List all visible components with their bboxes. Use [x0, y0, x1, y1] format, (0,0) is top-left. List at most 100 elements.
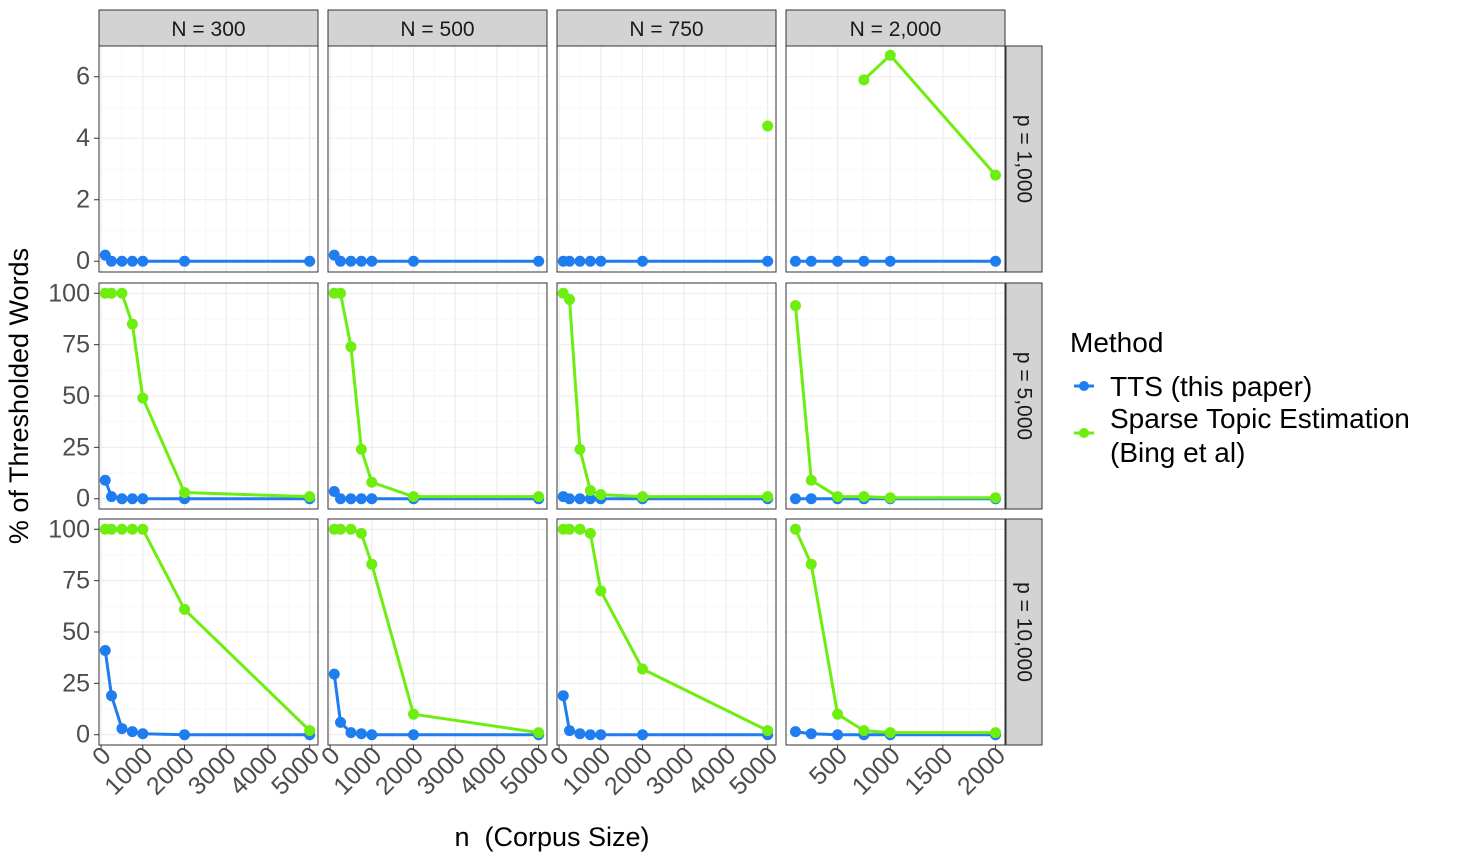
- tts-data-point: [99, 644, 111, 656]
- legend-key-point-tts: [1079, 381, 1089, 391]
- row-strip: [1005, 518, 1043, 746]
- ste-data-point: [574, 523, 586, 535]
- ste-data-point: [126, 318, 138, 330]
- ste-data-point: [335, 287, 347, 299]
- panel-border: [556, 518, 777, 746]
- y-tick-label: 25: [62, 669, 90, 697]
- tts-data-point: [116, 723, 128, 735]
- panel-border: [327, 282, 548, 510]
- tts-data-point: [126, 493, 138, 505]
- tts-data-point: [637, 255, 649, 267]
- tts-data-point: [106, 491, 118, 503]
- tts-data-point: [408, 255, 420, 267]
- legend-label-ste-line1: Sparse Topic Estimation: [1110, 403, 1410, 434]
- tts-data-point: [832, 255, 844, 267]
- ste-data-point: [805, 558, 817, 570]
- tts-data-point: [564, 493, 576, 505]
- panel-border: [785, 45, 1006, 273]
- panel-border: [785, 518, 1006, 746]
- y-tick-label: 100: [48, 279, 90, 307]
- tts-data-point: [574, 728, 586, 740]
- legend-key-point-ste: [1079, 428, 1089, 438]
- x-tick-label: 500: [804, 741, 853, 790]
- tts-data-point: [805, 255, 817, 267]
- tts-data-point: [789, 255, 801, 267]
- ste-data-point: [595, 585, 607, 597]
- ste-data-point: [355, 527, 367, 539]
- column-strip-label: N = 750: [629, 18, 703, 41]
- ste-data-point: [179, 603, 191, 615]
- tts-data-point: [584, 255, 596, 267]
- ste-data-point: [574, 443, 586, 455]
- tts-data-point: [99, 474, 111, 486]
- ste-data-point: [584, 485, 596, 497]
- ste-data-point: [595, 489, 607, 501]
- ste-data-point: [355, 443, 367, 455]
- ste-data-point: [762, 120, 774, 132]
- ste-data-point: [335, 523, 347, 535]
- tts-data-point: [408, 729, 420, 741]
- ste-series-line: [794, 528, 996, 735]
- ste-data-point: [564, 523, 576, 535]
- tts-data-point: [328, 486, 340, 498]
- tts-data-point: [335, 493, 347, 505]
- tts-data-point: [858, 255, 870, 267]
- tts-data-point: [366, 493, 378, 505]
- row-strip-label: p = 10,000: [1013, 582, 1036, 682]
- tts-data-point: [345, 493, 357, 505]
- column-strip-label: N = 500: [400, 18, 474, 41]
- tts-data-point: [789, 493, 801, 505]
- tts-data-point: [574, 255, 586, 267]
- ste-data-point: [533, 727, 545, 739]
- ste-data-point: [762, 725, 774, 737]
- tts-data-point: [137, 728, 149, 740]
- x-tick-label: 2000: [952, 741, 1011, 800]
- row-strip-label: p = 5,000: [1013, 352, 1036, 440]
- y-tick-label: 0: [76, 247, 90, 275]
- column-strip: [98, 9, 319, 47]
- ste-data-point: [106, 287, 118, 299]
- panel-background: [99, 46, 318, 272]
- labels-layer: n (Corpus Size) % of Thresholded Words N…: [4, 18, 1036, 852]
- tts-data-point: [557, 690, 569, 702]
- ste-data-point: [106, 523, 118, 535]
- tts-data-point: [762, 255, 774, 267]
- ste-data-point: [805, 474, 817, 486]
- row-strip-label: p = 1,000: [1013, 115, 1036, 203]
- tts-data-point: [355, 493, 367, 505]
- y-tick-label: 4: [76, 124, 90, 152]
- tts-data-point: [179, 729, 191, 741]
- column-strip: [556, 9, 777, 47]
- ste-data-point: [366, 476, 378, 488]
- tts-data-point: [637, 729, 649, 741]
- tts-data-point: [335, 716, 347, 728]
- tts-data-point: [137, 493, 149, 505]
- ste-data-point: [345, 523, 357, 535]
- y-tick-label: 50: [62, 618, 90, 646]
- tts-data-point: [805, 728, 817, 740]
- frame-layer: [94, 9, 1043, 750]
- ste-data-point: [858, 725, 870, 737]
- ste-data-point: [884, 727, 896, 739]
- panel-background: [557, 46, 776, 272]
- ste-data-point: [533, 491, 545, 503]
- ste-series-line: [793, 305, 996, 500]
- tts-data-point: [126, 726, 138, 738]
- tts-data-point: [328, 668, 340, 680]
- ste-data-point: [832, 708, 844, 720]
- tts-data-point: [584, 729, 596, 741]
- ste-data-point: [366, 558, 378, 570]
- tts-data-point: [832, 729, 844, 741]
- ste-data-point: [832, 491, 844, 503]
- tts-data-point: [116, 493, 128, 505]
- ste-data-point: [990, 169, 1002, 181]
- row-strip: [1005, 45, 1043, 273]
- ste-data-point: [408, 708, 420, 720]
- tts-data-point: [335, 255, 347, 267]
- ste-data-point: [345, 341, 357, 353]
- grid-layer: [99, 45, 1005, 745]
- y-tick-label: 0: [76, 485, 90, 513]
- tts-data-point: [345, 255, 357, 267]
- tts-data-point: [345, 727, 357, 739]
